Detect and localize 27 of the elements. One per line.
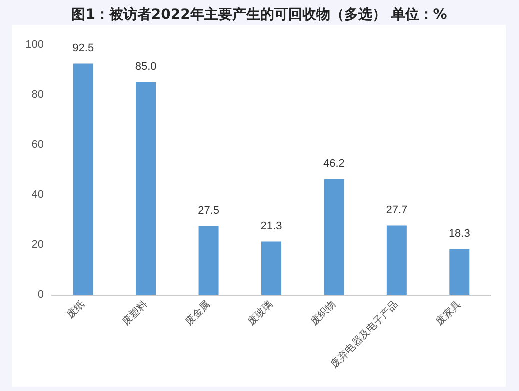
y-tick-label: 80: [32, 89, 44, 101]
x-tick-label: 废玻璃: [246, 298, 276, 328]
chart-title: 图1：被访者2022年主要产生的可回收物（多选） 单位：%: [70, 6, 448, 24]
y-tick-label: 40: [32, 189, 44, 201]
x-tick-label: 废纸: [64, 298, 88, 322]
x-tick-label: 废织物: [308, 298, 338, 328]
bar: [136, 82, 156, 295]
y-tick-label: 20: [32, 239, 44, 251]
data-label: 27.7: [386, 204, 408, 216]
bar: [198, 226, 219, 295]
bar: [262, 242, 282, 295]
y-tick-label: 0: [38, 289, 44, 301]
x-tick-label: 废塑料: [120, 298, 150, 328]
y-tick-label: 60: [32, 139, 44, 151]
bar: [73, 64, 94, 295]
data-label: 92.5: [72, 42, 94, 54]
bar: [386, 226, 407, 295]
bar: [450, 249, 470, 295]
x-tick-label: 废家具: [434, 298, 464, 328]
x-tick-label: 废金属: [182, 298, 213, 328]
data-label: 27.5: [198, 204, 220, 217]
y-tick-label: 100: [26, 39, 44, 51]
data-label: 46.2: [324, 158, 345, 170]
data-label: 85.0: [135, 61, 157, 73]
data-label: 18.3: [448, 228, 470, 240]
data-label: 21.3: [260, 220, 282, 232]
bar: [324, 180, 344, 295]
